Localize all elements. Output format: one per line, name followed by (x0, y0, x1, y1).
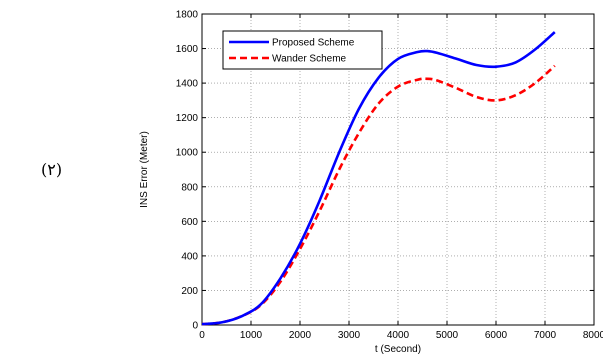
x-tick-label: 0 (199, 330, 205, 341)
x-tick-label: 4000 (387, 330, 410, 341)
x-tick-label: 7000 (534, 330, 557, 341)
x-tick-label: 5000 (436, 330, 459, 341)
y-tick-label: 400 (181, 251, 198, 262)
x-axis: 0 1000 2000 3000 4000 5000 6000 7000 8000 (199, 14, 603, 341)
series-layer (201, 31, 556, 326)
y-tick-label: 800 (181, 182, 198, 193)
x-tick-label: 2000 (289, 330, 312, 341)
y-axis-label: INS Error (Meter) (139, 131, 150, 208)
y-tick-label: 1000 (176, 148, 199, 159)
legend: Proposed Scheme Wander Scheme (222, 30, 383, 70)
legend-box (222, 30, 383, 70)
x-tick-label: 6000 (485, 330, 508, 341)
series-line-proposed (201, 31, 556, 326)
x-axis-label: t (Second) (375, 344, 421, 355)
y-tick-label: 1800 (176, 10, 199, 21)
y-tick-label: 200 (181, 286, 198, 297)
x-tick-label: 8000 (583, 330, 603, 341)
figure-label: (٢) (41, 160, 63, 179)
legend-label: Wander Scheme (272, 54, 347, 65)
series-line-wander (201, 64, 556, 326)
legend-label: Proposed Scheme (272, 38, 355, 49)
y-tick-label: 0 (192, 321, 198, 332)
y-tick-label: 1200 (176, 113, 199, 124)
x-tick-label: 1000 (240, 330, 263, 341)
y-tick-label: 1600 (176, 44, 199, 55)
y-tick-label: 1400 (176, 79, 199, 90)
y-axis: 0 200 400 600 800 1000 1200 1400 1600 1800 (176, 10, 594, 332)
y-tick-label: 600 (181, 217, 198, 228)
x-tick-label: 3000 (338, 330, 361, 341)
